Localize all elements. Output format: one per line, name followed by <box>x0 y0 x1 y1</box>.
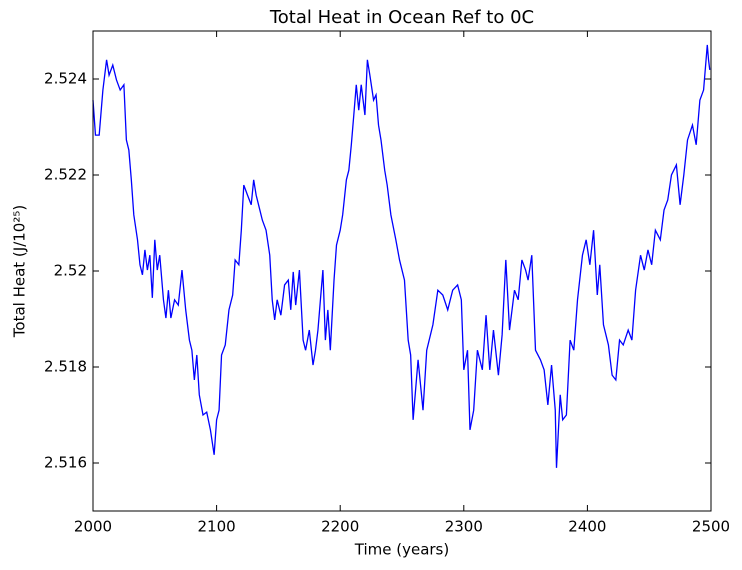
x-axis-label: Time (years) <box>354 541 449 559</box>
x-tick-label: 2300 <box>445 518 483 536</box>
plot-frame <box>92 30 712 512</box>
x-tick-label: 2500 <box>692 518 730 536</box>
y-tick-label: 2.516 <box>44 454 87 472</box>
y-axis-label: Total Heat (J/10²⁵) <box>11 205 29 338</box>
x-tick-label: 2100 <box>198 518 236 536</box>
x-tick-label: 2000 <box>74 518 112 536</box>
x-tick-label: 2200 <box>321 518 359 536</box>
chart-title: Total Heat in Ocean Ref to 0C <box>269 7 534 28</box>
y-tick-label: 2.52 <box>54 262 87 280</box>
y-tick-label: 2.518 <box>44 358 87 376</box>
y-tick-label: 2.522 <box>44 166 87 184</box>
data-line <box>92 44 711 468</box>
x-tick-label: 2400 <box>568 518 606 536</box>
y-tick-label: 2.524 <box>44 70 87 88</box>
